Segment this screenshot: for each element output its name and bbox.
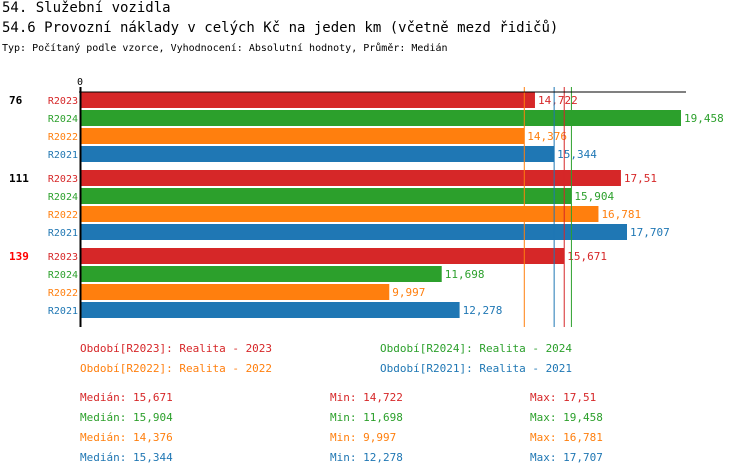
series-label: R2024 [48,192,78,203]
series-label: R2023 [48,174,78,185]
stat-max: Max: 17,707 [530,451,603,464]
group-label: 111 [9,172,29,185]
series-label: R2022 [48,210,78,221]
group-label: 139 [9,250,29,263]
series-label: R2022 [48,132,78,143]
data-label: 12,278 [463,304,503,317]
bar [81,206,599,222]
stat-min: Min: 14,722 [330,391,403,404]
data-label: 14,376 [527,130,567,143]
data-label: 17,707 [630,226,670,239]
group-label: 76 [9,94,23,107]
series-label: R2021 [48,306,78,317]
bar [81,92,535,108]
data-label: 15,671 [567,250,607,263]
bar [81,224,628,240]
data-label: 19,458 [684,112,724,125]
stat-median: Medián: 14,376 [80,431,173,444]
series-label: R2023 [48,96,78,107]
x-tick-label: 0 [77,77,83,88]
stat-max: Max: 16,781 [530,431,603,444]
legend-item: Období[R2023]: Realita - 2023 [80,342,272,355]
stat-min: Min: 12,278 [330,451,403,464]
data-label: 15,904 [574,190,614,203]
series-label: R2021 [48,228,78,239]
stat-max: Max: 17,51 [530,391,596,404]
bar [81,188,572,204]
stat-median: Medián: 15,671 [80,391,173,404]
series-label: R2022 [48,288,78,299]
series-label: R2024 [48,114,78,125]
chart-subtitle: 54.6 Provozní náklady v celých Kč na jed… [2,20,559,36]
stat-max: Max: 19,458 [530,411,603,424]
bar [81,302,460,318]
bar [81,128,525,144]
data-label: 16,781 [601,208,641,221]
bar [81,170,621,186]
series-label: R2024 [48,270,78,281]
series-label: R2021 [48,150,78,161]
stat-median: Medián: 15,344 [80,451,173,464]
stat-min: Min: 11,698 [330,411,403,424]
stat-min: Min: 9,997 [330,431,396,444]
legend-item: Období[R2024]: Realita - 2024 [380,342,572,355]
series-label: R2023 [48,252,78,263]
bar [81,248,565,264]
legend-item: Období[R2022]: Realita - 2022 [80,362,272,375]
page-title: 54. Služební vozidla [2,0,171,16]
stat-median: Medián: 15,904 [80,411,173,424]
bar [81,284,390,300]
data-label: 14,722 [538,94,578,107]
bar [81,266,442,282]
chart-info: Typ: Počítaný podle vzorce, Vyhodnocení:… [2,43,448,54]
data-label: 11,698 [445,268,485,281]
bar [81,146,555,162]
data-label: 9,997 [392,286,425,299]
data-label: 17,51 [624,172,657,185]
legend-item: Období[R2021]: Realita - 2021 [380,362,572,375]
data-label: 15,344 [557,148,597,161]
bar [81,110,681,126]
